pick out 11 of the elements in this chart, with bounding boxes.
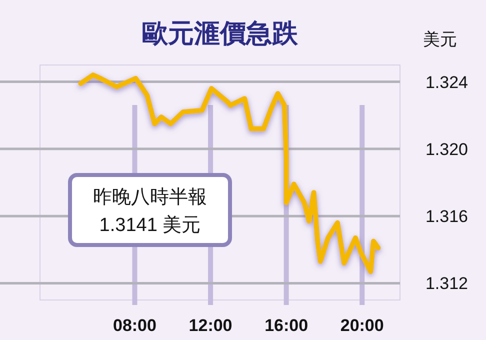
y-tick-label: 1.320 xyxy=(425,140,468,159)
x-tick-label: 20:00 xyxy=(340,316,384,335)
y-tick-label: 1.324 xyxy=(425,72,468,92)
x-tick-label: 12:00 xyxy=(188,316,232,335)
y-tick-label: 1.316 xyxy=(425,207,468,226)
chart-title: 歐元滙價急跌 xyxy=(142,18,299,48)
x-tick-label: 08:00 xyxy=(112,316,156,335)
x-tick-label: 16:00 xyxy=(264,316,308,335)
y-tick-label: 1.312 xyxy=(425,274,468,294)
y-axis-title: 美元 xyxy=(423,30,457,49)
annotation: 昨晚八時半報 1.3141 美元 xyxy=(93,187,207,236)
